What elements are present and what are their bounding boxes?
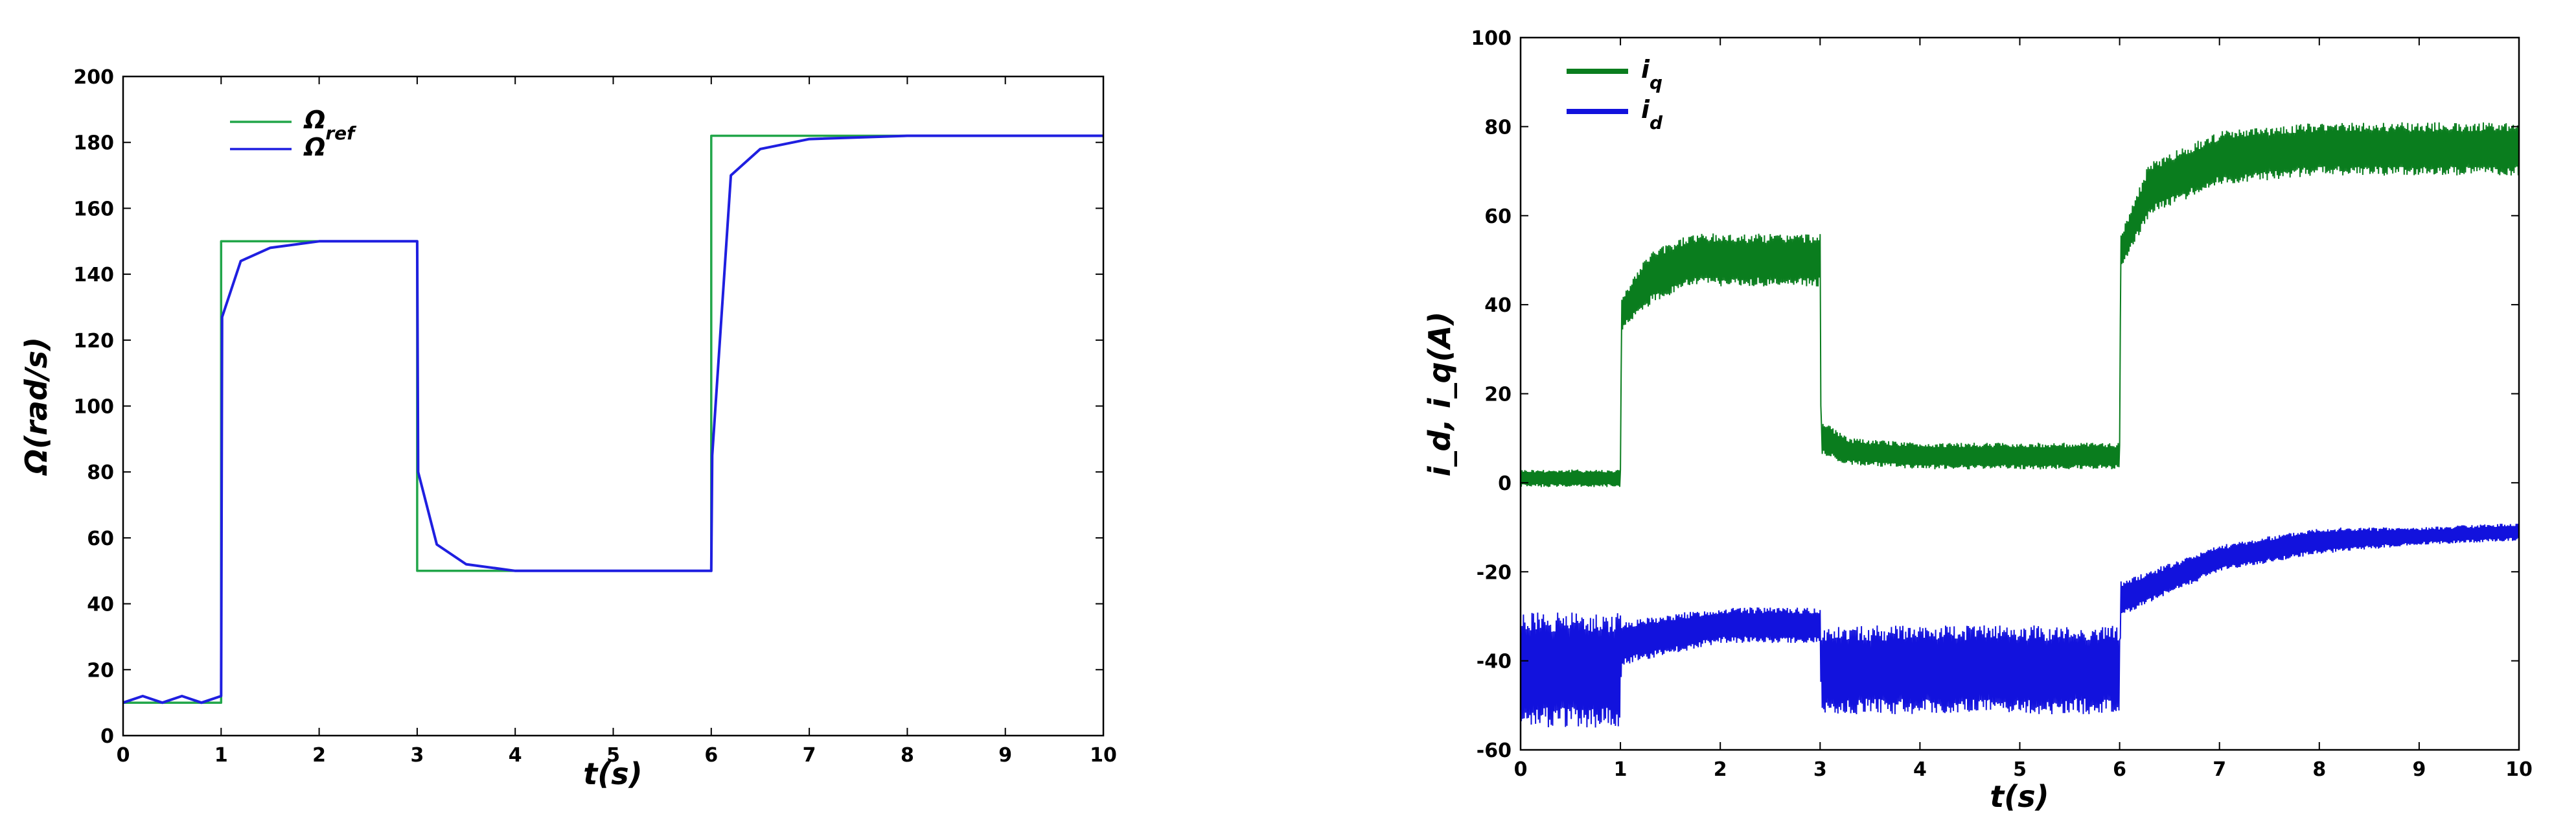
y-axis-label: i_d, i_q(A) [1422, 312, 1457, 477]
y-tick-label: 80 [1484, 116, 1512, 139]
y-tick-label: 120 [73, 330, 114, 353]
y-tick-label: -20 [1477, 561, 1512, 584]
legend-entry: id [1641, 95, 1663, 134]
x-tick-label: 6 [2113, 758, 2126, 781]
y-tick-label: 180 [73, 132, 114, 155]
series-line [123, 134, 1103, 704]
x-tick-label: 8 [2312, 758, 2326, 781]
y-tick-label: 0 [100, 725, 114, 748]
x-tick-label: 9 [998, 744, 1012, 767]
legend-entry: Ωref [303, 106, 357, 144]
y-tick-label: 40 [87, 594, 114, 616]
x-tick-label: 4 [509, 744, 522, 767]
y-tick-label: 200 [73, 66, 114, 89]
x-tick-label: 5 [2013, 758, 2027, 781]
x-tick-label: 4 [1913, 758, 1927, 781]
x-axis-label: t(s) [1990, 779, 2049, 814]
y-tick-label: 20 [1484, 384, 1512, 406]
series-line [1520, 524, 2520, 728]
chart-1: 0 1 2 3 4 5 6 7 8 9 10020406080100120140160180200t… [19, 66, 1117, 791]
legend-entry: Ω [303, 133, 325, 161]
x-tick-label: 0 [117, 744, 130, 767]
series-line [1520, 122, 2520, 487]
y-tick-label: 140 [73, 264, 114, 286]
y-tick-label: 100 [1471, 27, 1512, 50]
y-tick-label: 100 [73, 396, 114, 419]
y-tick-label: 160 [73, 198, 114, 220]
x-tick-label: 1 [1614, 758, 1627, 781]
x-tick-label: 1 [214, 744, 228, 767]
x-tick-label: 10 [1090, 744, 1117, 767]
y-tick-label: 0 [1498, 472, 1512, 495]
y-axis-label: Ω(rad/s) [19, 337, 54, 476]
chart-2: 0 1 2 3 4 5 6 7 8 9 10 -60 -40 -20 0 20 40 60 80 100 t(s) i_d… [1422, 27, 2533, 814]
series- [122, 134, 1103, 704]
x-tick-label: 2 [312, 744, 326, 767]
x-tick-label: 10 [2505, 758, 2533, 781]
x-tick-label: 9 [2412, 758, 2426, 781]
x-tick-label: 6 [704, 744, 718, 767]
y-tick-label: -40 [1477, 651, 1512, 673]
y-tick-label: 60 [1484, 205, 1512, 228]
plot-frame [122, 75, 1105, 737]
y-tick-label: 40 [1484, 294, 1512, 317]
x-axis-label: t(s) [583, 756, 642, 791]
x-tick-label: 3 [1813, 758, 1827, 781]
legend-entry: iq [1641, 55, 1662, 93]
y-tick-label: -60 [1477, 739, 1512, 762]
x-tick-label: 0 [1514, 758, 1528, 781]
y-tick-label: 20 [87, 659, 114, 682]
y-tick-label: 80 [87, 461, 114, 484]
y-tick-label: 60 [87, 528, 114, 550]
x-tick-label: 2 [1714, 758, 1727, 781]
x-tick-label: 5 [606, 744, 620, 767]
x-tick-label: 8 [901, 744, 914, 767]
x-tick-label: 3 [410, 744, 424, 767]
series-ref [123, 134, 1103, 704]
series-iq [1520, 122, 2520, 487]
series-line [122, 134, 1103, 704]
series-id [1520, 524, 2520, 728]
x-tick-label: 7 [2213, 758, 2226, 781]
x-tick-label: 7 [803, 744, 816, 767]
